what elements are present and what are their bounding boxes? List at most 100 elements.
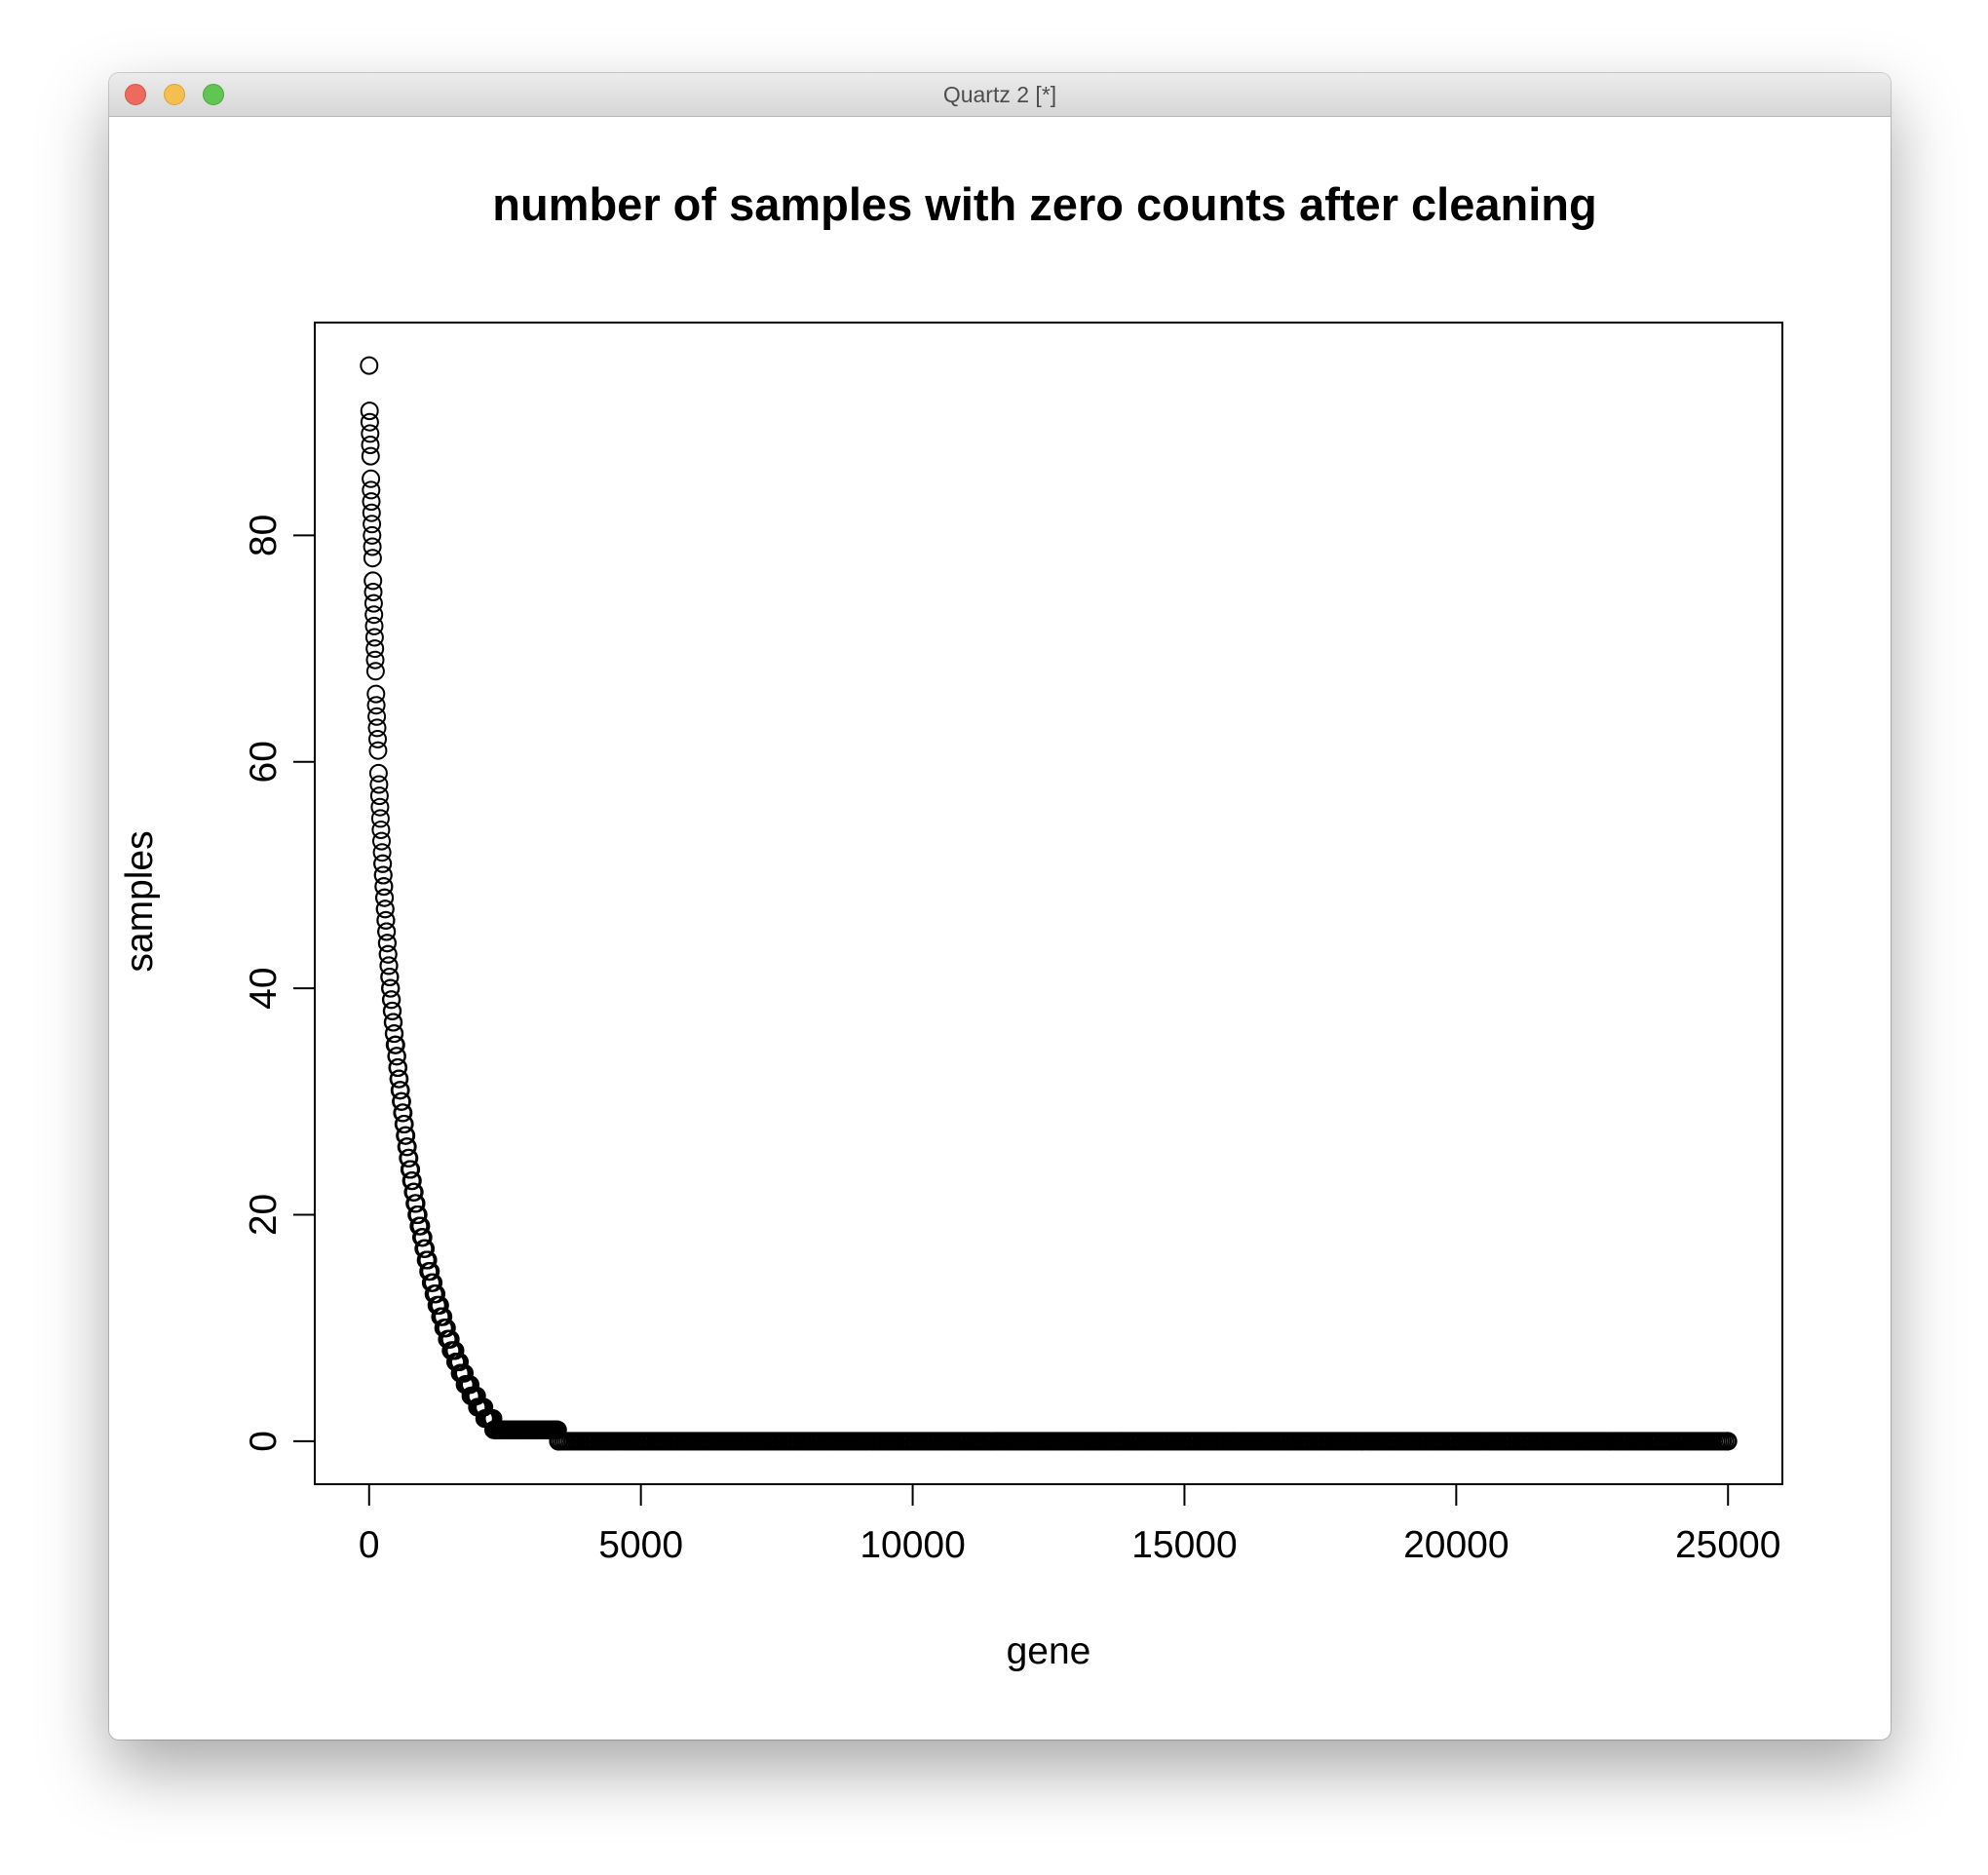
data-point bbox=[373, 854, 393, 873]
data-point bbox=[370, 797, 390, 817]
data-point bbox=[363, 515, 382, 534]
plot-frame bbox=[314, 322, 1783, 1485]
data-point bbox=[374, 877, 394, 897]
data-point bbox=[360, 402, 379, 421]
data-point bbox=[380, 968, 400, 986]
data-point bbox=[461, 1375, 479, 1395]
chart-title: number of samples with zero counts after… bbox=[492, 178, 1596, 230]
data-point bbox=[421, 1262, 440, 1282]
data-point bbox=[386, 1035, 405, 1054]
data-point bbox=[434, 1307, 453, 1326]
data-point bbox=[413, 1228, 433, 1247]
y-tick-label: 40 bbox=[243, 967, 285, 1009]
data-point bbox=[427, 1284, 446, 1304]
data-point bbox=[361, 424, 380, 443]
data-point bbox=[398, 1137, 417, 1157]
data-point bbox=[411, 1216, 431, 1236]
data-point bbox=[383, 1001, 402, 1020]
data-point bbox=[367, 718, 387, 738]
data-point bbox=[361, 446, 380, 466]
y-axis-label: samples bbox=[119, 830, 161, 972]
data-point bbox=[375, 888, 395, 907]
y-tick-label: 80 bbox=[243, 515, 285, 556]
y-tick-label: 20 bbox=[243, 1194, 285, 1236]
data-point bbox=[382, 990, 401, 1010]
data-point bbox=[365, 662, 385, 681]
data-point bbox=[384, 1013, 403, 1032]
data-point bbox=[372, 831, 391, 851]
y-ticks: 0 20 40 60 80 bbox=[243, 515, 315, 1452]
data-point bbox=[418, 1250, 438, 1270]
data-point bbox=[361, 436, 380, 454]
data-point bbox=[372, 843, 392, 862]
data-point bbox=[389, 1058, 408, 1077]
data-point bbox=[440, 1329, 460, 1349]
data-point bbox=[363, 525, 382, 545]
data-point bbox=[360, 412, 379, 432]
data-point bbox=[365, 639, 385, 659]
data-point bbox=[363, 549, 382, 568]
data-point bbox=[371, 821, 391, 839]
data-point bbox=[363, 571, 383, 591]
x-tick-label: 5000 bbox=[598, 1524, 683, 1566]
data-point bbox=[366, 696, 386, 715]
data-point bbox=[404, 1182, 424, 1202]
data-point bbox=[367, 707, 387, 726]
data-point bbox=[364, 605, 384, 625]
data-point bbox=[365, 650, 385, 670]
window-title: Quartz 2 [*] bbox=[942, 82, 1057, 107]
x-tick-label: 10000 bbox=[860, 1524, 965, 1566]
data-point bbox=[368, 741, 388, 760]
data-point bbox=[385, 1024, 404, 1044]
quartz-window: Quartz 2 [*] number of samples with zero… bbox=[109, 73, 1891, 1740]
close-button[interactable] bbox=[125, 84, 146, 105]
y-tick-label: 0 bbox=[243, 1431, 285, 1452]
zoom-button[interactable] bbox=[203, 84, 224, 105]
data-point bbox=[445, 1341, 465, 1360]
data-point bbox=[360, 356, 379, 375]
data-point bbox=[363, 537, 382, 556]
x-tick-label: 20000 bbox=[1403, 1524, 1509, 1566]
data-point bbox=[397, 1126, 416, 1145]
data-point bbox=[375, 899, 395, 919]
data-point bbox=[437, 1319, 456, 1338]
minimize-button[interactable] bbox=[164, 84, 185, 105]
data-point bbox=[394, 1103, 413, 1123]
data-point bbox=[364, 628, 384, 647]
x-ticks: 0 5000 10000 15000 20000 25000 bbox=[359, 1484, 1780, 1566]
data-point bbox=[363, 583, 383, 601]
data-point bbox=[430, 1295, 449, 1315]
data-point bbox=[406, 1194, 426, 1213]
data-point bbox=[450, 1353, 469, 1371]
data-point bbox=[362, 503, 381, 522]
data-point bbox=[362, 469, 381, 488]
data-point bbox=[362, 492, 381, 512]
window-titlebar[interactable]: Quartz 2 [*] bbox=[109, 73, 1891, 117]
plot-area: number of samples with zero counts after… bbox=[109, 117, 1891, 1740]
data-point bbox=[373, 865, 393, 885]
data-point bbox=[381, 978, 401, 998]
y-tick-label: 60 bbox=[243, 741, 285, 783]
x-tick-label: 15000 bbox=[1131, 1524, 1237, 1566]
data-point bbox=[424, 1273, 443, 1292]
data-point bbox=[369, 775, 389, 794]
data-point bbox=[387, 1047, 406, 1066]
data-point bbox=[400, 1148, 419, 1167]
data-point bbox=[390, 1069, 409, 1089]
data-point bbox=[378, 944, 398, 964]
data-point bbox=[362, 480, 381, 500]
data-point bbox=[455, 1363, 474, 1383]
data-point bbox=[379, 956, 399, 976]
data-point bbox=[370, 809, 390, 828]
data-point bbox=[363, 593, 383, 613]
data-point bbox=[391, 1081, 410, 1100]
data-point bbox=[408, 1205, 428, 1224]
x-axis-label: gene bbox=[1007, 1630, 1091, 1672]
data-point bbox=[368, 763, 388, 783]
x-tick-label: 0 bbox=[359, 1524, 380, 1566]
scatter-chart: number of samples with zero counts after… bbox=[119, 178, 1783, 1672]
data-point bbox=[376, 910, 396, 930]
data-point bbox=[369, 786, 389, 806]
data-point bbox=[366, 684, 386, 704]
data-point bbox=[402, 1171, 422, 1191]
